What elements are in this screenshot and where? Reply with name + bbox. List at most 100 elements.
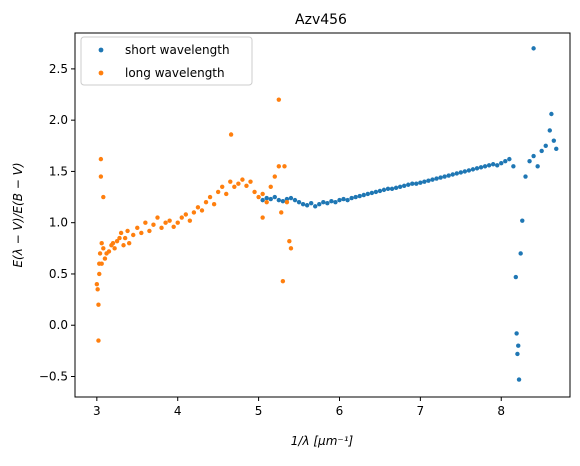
- data-point-series-0: [482, 164, 488, 169]
- y-axis-ticks: −0.5 0.0 0.5 1.0 1.5 2.0 2.5: [39, 62, 75, 383]
- data-point-series-1: [224, 191, 229, 197]
- plot-frame: [74, 32, 571, 398]
- data-point-series-1: [228, 179, 233, 184]
- data-point-series-0: [490, 162, 496, 167]
- data-point-series-1: [260, 191, 265, 197]
- data-point-series-1: [98, 156, 104, 162]
- data-point-series-1: [97, 271, 102, 277]
- data-point-series-0: [527, 158, 532, 164]
- data-point-series-0: [288, 195, 294, 201]
- data-point-series-0: [381, 187, 387, 193]
- data-point-series-1: [131, 232, 136, 238]
- data-point-series-0: [422, 179, 427, 184]
- data-point-series-0: [539, 148, 544, 154]
- data-point-series-1: [175, 220, 180, 225]
- data-point-series-1: [112, 246, 117, 251]
- data-point-series-1: [236, 181, 241, 186]
- data-point-series-0: [325, 201, 330, 206]
- data-point-series-0: [280, 198, 286, 204]
- data-point-series-0: [454, 171, 459, 176]
- data-point-series-1: [151, 222, 156, 227]
- data-point-series-1: [268, 184, 273, 189]
- data-point-series-0: [373, 189, 379, 195]
- data-point-series-1: [199, 208, 205, 213]
- y-tick-label: 1.5: [49, 164, 68, 178]
- data-point-series-1: [183, 212, 189, 217]
- data-point-series-0: [450, 172, 455, 177]
- data-point-series-0: [547, 128, 552, 133]
- data-point-series-0: [516, 343, 521, 348]
- legend-label-long-wavelength: long wavelength: [125, 66, 225, 80]
- data-point-series-0: [268, 196, 273, 202]
- data-point-series-1: [114, 238, 120, 244]
- data-point-series-0: [321, 199, 326, 205]
- y-tick-label: −0.5: [39, 369, 68, 383]
- data-point-series-1: [99, 261, 104, 266]
- data-point-series-1: [207, 194, 213, 200]
- data-point-series-0: [511, 164, 516, 169]
- data-point-series-0: [478, 165, 484, 170]
- data-point-series-1: [94, 282, 100, 287]
- data-point-series-0: [513, 274, 519, 280]
- data-point-series-0: [554, 146, 559, 152]
- data-point-series-0: [466, 168, 472, 173]
- data-point-series-1: [240, 177, 245, 182]
- data-point-series-0: [357, 193, 362, 199]
- data-point-series-1: [252, 189, 257, 195]
- data-point-series-0: [292, 197, 298, 203]
- data-point-series-1: [97, 251, 103, 256]
- x-tick-label: 6: [336, 404, 344, 418]
- data-point-series-1: [280, 278, 286, 284]
- data-point-series-0: [353, 194, 358, 200]
- data-point-series-0: [495, 163, 500, 168]
- data-point-series-0: [515, 351, 520, 357]
- y-tick-label: 2.0: [49, 113, 68, 127]
- data-point-series-1: [155, 215, 160, 220]
- data-point-series-0: [260, 197, 265, 203]
- data-point-series-0: [531, 153, 536, 159]
- data-point-series-1: [282, 164, 287, 169]
- data-point-series-0: [523, 174, 528, 179]
- data-point-series-0: [329, 198, 334, 204]
- data-point-series-1: [171, 224, 176, 229]
- x-tick-label: 7: [417, 404, 425, 418]
- data-point-series-0: [458, 170, 464, 175]
- data-point-series-0: [308, 201, 314, 206]
- data-point-series-1: [203, 199, 209, 205]
- data-point-series-1: [191, 210, 197, 215]
- data-point-series-1: [117, 235, 122, 241]
- data-point-series-0: [486, 163, 492, 168]
- x-tick-label: 4: [174, 404, 182, 418]
- data-point-series-0: [401, 183, 407, 188]
- data-point-series-1: [228, 132, 234, 137]
- data-point-series-1: [248, 179, 253, 184]
- data-point-series-0: [474, 166, 480, 171]
- x-tick-label: 5: [255, 404, 263, 418]
- data-point-series-0: [276, 197, 282, 203]
- legend-box: [80, 36, 253, 86]
- data-point-series-1: [287, 238, 292, 244]
- data-point-series-1: [110, 241, 116, 246]
- y-axis-label: E(λ − V)/E(B − V): [11, 162, 25, 267]
- data-point-series-0: [410, 181, 415, 186]
- data-point-series-1: [135, 225, 140, 231]
- data-point-series-1: [215, 189, 221, 195]
- legend-marker-short-wavelength: [98, 47, 104, 53]
- data-point-series-1: [272, 174, 277, 179]
- data-point-series-1: [125, 228, 130, 234]
- x-axis-label: 1/λ [μm⁻¹]: [291, 434, 354, 448]
- data-point-series-0: [333, 199, 338, 205]
- data-point-series-1: [101, 194, 106, 200]
- data-point-series-0: [300, 202, 306, 207]
- data-point-series-1: [126, 241, 132, 246]
- data-point-series-0: [470, 167, 476, 172]
- data-point-series-0: [361, 192, 366, 198]
- data-point-series-1: [95, 287, 100, 292]
- data-point-series-1: [264, 199, 269, 205]
- data-point-series-0: [438, 175, 443, 180]
- data-point-series-1: [167, 218, 172, 223]
- data-point-series-0: [434, 176, 439, 181]
- data-point-series-0: [337, 197, 342, 203]
- data-point-series-0: [442, 174, 447, 179]
